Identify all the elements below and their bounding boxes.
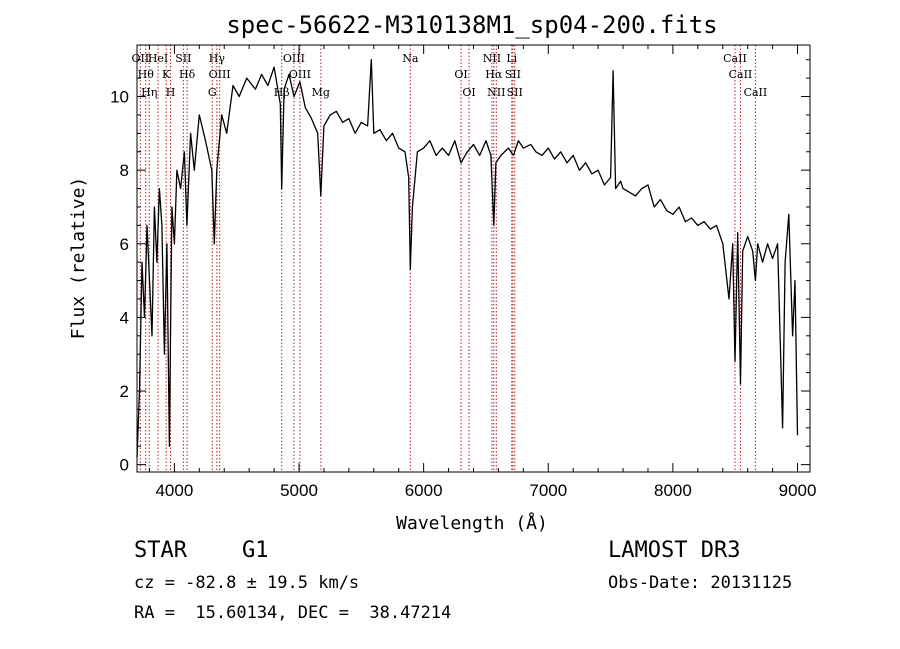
x-tick-label: 7000 [529, 481, 567, 500]
spectral-line-label: NII [487, 86, 505, 99]
y-tick-label: 4 [120, 308, 129, 327]
object-class-label: STAR [134, 538, 187, 563]
redshift-readout: cz = -82.8 ± 19.5 km/s [134, 573, 360, 593]
observation-date: Obs-Date: 20131125 [608, 573, 793, 593]
spectral-line-label: Hα [485, 68, 503, 81]
spectral-line-label: Hβ [274, 86, 290, 99]
axis-ticks: 4000 5000 6000 7000 8000 9000 0 2 4 6 8 10 [110, 45, 816, 500]
spectral-line-label: Li [506, 52, 517, 65]
plot-frame [136, 44, 811, 473]
y-tick-label: 0 [120, 456, 129, 475]
x-tick-label: 5000 [280, 481, 318, 500]
spectral-line-label: Na [402, 52, 419, 65]
spectral-line-label: CaII [744, 86, 768, 99]
coordinates-readout: RA = 15.60134, DEC = 38.47214 [134, 603, 452, 623]
x-tick-label: 4000 [155, 481, 193, 500]
flux-series-line [136, 59, 799, 458]
spectral-line-label: K [162, 68, 171, 81]
spectral-line-label: HeI [148, 52, 168, 65]
y-tick-label: 8 [120, 161, 129, 180]
spectral-line-label: OIII [283, 52, 305, 65]
chart-title: spec-56622-M310138M1_sp04-200.fits [226, 11, 717, 39]
spectral-line-label: OII [132, 52, 150, 65]
y-tick-label: 2 [120, 382, 129, 401]
spectral-line-label: SII [505, 68, 521, 81]
spectral-line-label: Hη [141, 86, 157, 99]
y-axis-label: Flux (relative) [68, 177, 89, 340]
spectral-line-label: Hθ [138, 68, 155, 81]
spectral-line-labels: OIIHθHηHeIKHSIIHδGHγOIIIHβOIIIOIIIMgNaOI… [132, 52, 768, 99]
x-tick-label: 9000 [779, 481, 817, 500]
spectral-line-label: G [208, 86, 217, 99]
y-tick-label: 10 [110, 88, 129, 107]
spectral-line-label: H [166, 86, 176, 99]
x-tick-label: 6000 [405, 481, 443, 500]
spectral-line-label: SII [507, 86, 523, 99]
spectral-line-label: CaII [729, 68, 753, 81]
spectral-line-label: Hγ [209, 52, 226, 65]
spectral-line-label: OIII [289, 68, 311, 81]
survey-label: LAMOST DR3 [608, 538, 741, 563]
spectral-line-label: OIII [209, 68, 231, 81]
spectral-line-label: SII [175, 52, 191, 65]
spectral-line-label: OI [454, 68, 467, 81]
spectral-line-label: OI [462, 86, 475, 99]
object-subclass-label: G1 [242, 538, 269, 563]
spectral-line-markers [139, 45, 756, 472]
x-axis-label: Wavelength (Å) [396, 512, 548, 534]
spectral-line-label: Hδ [179, 68, 196, 81]
spectral-line-label: NII [483, 52, 501, 65]
y-tick-label: 6 [120, 235, 129, 254]
spectral-line-label: Mg [312, 86, 330, 99]
x-tick-label: 8000 [654, 481, 692, 500]
spectral-line-label: CaII [723, 52, 747, 65]
